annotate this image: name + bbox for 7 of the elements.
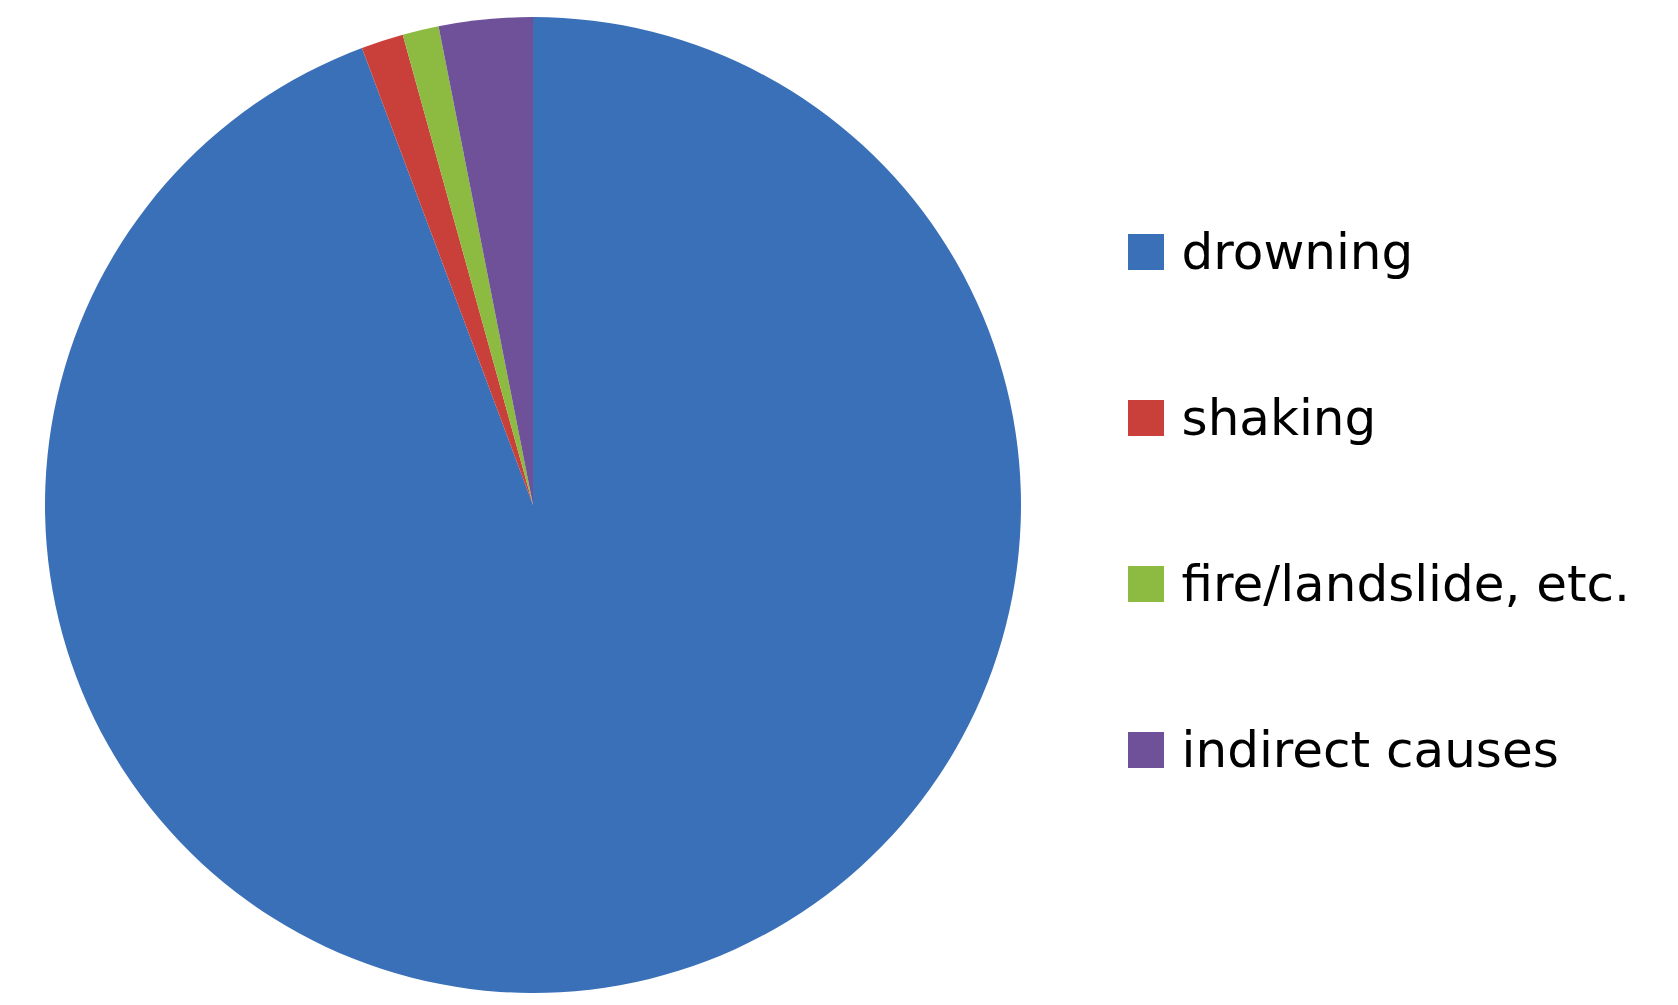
- legend-label: shaking: [1181, 388, 1377, 447]
- legend-label: drowning: [1181, 222, 1414, 281]
- pie-slice: [438, 17, 533, 505]
- legend-label: indirect causes: [1181, 720, 1559, 779]
- pie-slice: [361, 34, 533, 505]
- pie-slice: [45, 17, 1021, 993]
- legend-label: fire/landslide, etc.: [1181, 554, 1630, 613]
